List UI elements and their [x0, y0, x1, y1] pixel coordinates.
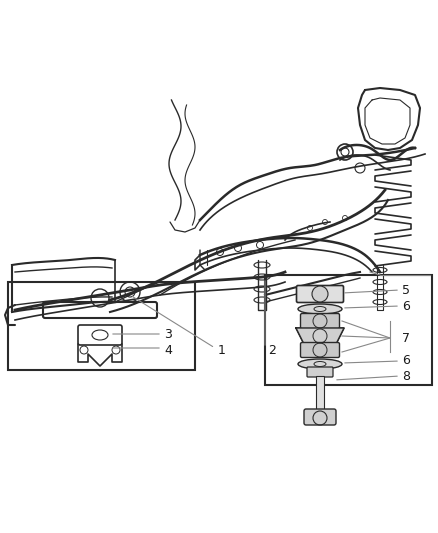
- Text: 8: 8: [402, 369, 410, 383]
- Text: 7: 7: [402, 332, 410, 344]
- FancyBboxPatch shape: [307, 367, 333, 377]
- Text: 3: 3: [164, 327, 172, 341]
- Text: 4: 4: [164, 343, 172, 357]
- Text: 1: 1: [218, 343, 226, 357]
- FancyBboxPatch shape: [300, 313, 339, 328]
- Ellipse shape: [298, 304, 342, 314]
- Bar: [265, 275, 432, 385]
- FancyBboxPatch shape: [300, 343, 339, 358]
- Text: 5: 5: [402, 284, 410, 296]
- Bar: [316, 376, 324, 413]
- Text: 6: 6: [402, 300, 410, 312]
- Polygon shape: [296, 328, 344, 344]
- FancyBboxPatch shape: [297, 286, 343, 303]
- Bar: [8, 282, 195, 370]
- FancyBboxPatch shape: [304, 409, 336, 425]
- Text: 2: 2: [268, 343, 276, 357]
- Text: 6: 6: [402, 354, 410, 367]
- Ellipse shape: [298, 359, 342, 369]
- Circle shape: [312, 286, 328, 302]
